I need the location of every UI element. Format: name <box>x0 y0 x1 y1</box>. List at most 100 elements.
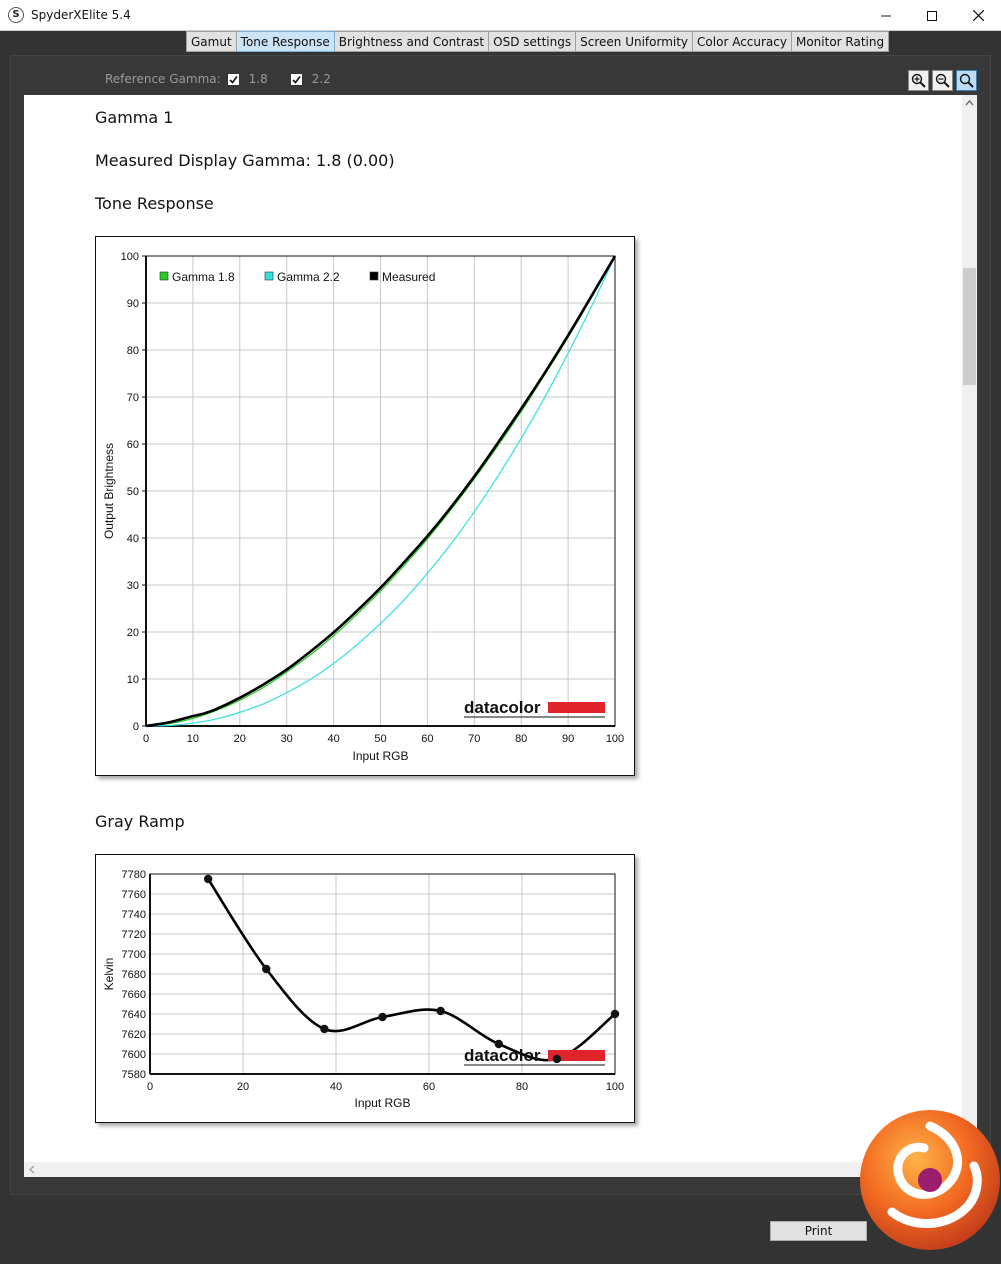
x-tick-label: 0 <box>143 733 149 745</box>
y-tick-label: 7720 <box>122 929 146 941</box>
x-tick-label: 10 <box>187 733 199 745</box>
window-title: SpyderXElite 5.4 <box>31 8 131 22</box>
vertical-scrollbar[interactable] <box>962 95 977 1162</box>
y-tick-label: 50 <box>127 486 139 498</box>
watermark-logo-icon <box>860 1110 1000 1250</box>
legend-label: Gamma 1.8 <box>172 270 235 284</box>
y-tick-label: 80 <box>127 345 139 357</box>
y-tick-label: 100 <box>121 251 139 263</box>
gray-ramp-chart: 0 20 40 60 80 100 7580 7600 7620 7640 7660 7680 7700… <box>95 854 635 1123</box>
y-tick-label: 7680 <box>122 969 146 981</box>
x-axis-label: Input RGB <box>352 749 408 763</box>
gamma-1-8-label: 1.8 <box>248 72 268 86</box>
scroll-up-icon <box>965 100 974 106</box>
measured-gamma-text: Measured Display Gamma: 1.8 (0.00) <box>95 151 395 170</box>
x-tick-label: 90 <box>562 733 574 745</box>
y-tick-label: 90 <box>127 298 139 310</box>
tone-response-chart-svg: 0 10 20 30 40 50 60 70 80 90 100 0 10 20 30 40 50 60 70 80 9… <box>102 251 624 763</box>
y-axis-label: Kelvin <box>102 958 116 991</box>
y-tick-label: 7700 <box>122 949 146 961</box>
minimize-icon <box>881 15 891 16</box>
legend-swatch <box>159 271 169 281</box>
maximize-button[interactable] <box>909 0 955 31</box>
tab-color-accuracy[interactable]: Color Accuracy <box>693 31 792 52</box>
x-tick-label: 100 <box>606 1081 624 1093</box>
report-viewport: Gamma 1 Measured Display Gamma: 1.8 (0.0… <box>24 95 962 1162</box>
series-line-measured <box>145 255 617 728</box>
checkmark-icon <box>292 75 301 84</box>
gamma-2-2-checkbox[interactable] <box>289 72 303 86</box>
y-tick-label: 7580 <box>122 1069 146 1081</box>
checkmark-icon <box>229 75 238 84</box>
datacolor-logo-text: datacolor <box>464 698 541 717</box>
datacolor-logo-bar <box>548 1050 605 1061</box>
x-tick-label: 50 <box>374 733 386 745</box>
gray-ramp-chart-svg: 0 20 40 60 80 100 7580 7600 7620 7640 7660 7680 7700… <box>102 869 624 1110</box>
tab-brightness-contrast[interactable]: Brightness and Contrast <box>334 31 490 52</box>
y-tick-label: 7760 <box>122 889 146 901</box>
print-button[interactable]: Print <box>770 1221 867 1241</box>
y-tick-label: 30 <box>127 580 139 592</box>
y-tick-label: 7660 <box>122 989 146 1001</box>
data-point <box>436 1006 445 1016</box>
gamma-2-2-label: 2.2 <box>311 72 331 86</box>
close-button[interactable] <box>955 0 1001 31</box>
x-tick-label: 60 <box>423 1081 435 1093</box>
tab-osd-settings[interactable]: OSD settings <box>489 31 577 52</box>
data-point <box>610 1009 620 1019</box>
datacolor-logo-text: datacolor <box>464 1046 541 1065</box>
horizontal-scrollbar[interactable] <box>24 1162 977 1177</box>
tab-gamut[interactable]: Gamut <box>186 31 237 52</box>
reference-gamma-label: Reference Gamma: <box>105 72 221 86</box>
y-tick-label: 7640 <box>122 1009 146 1021</box>
tab-monitor-rating[interactable]: Monitor Rating <box>791 31 890 52</box>
legend-label: Gamma 2.2 <box>277 270 340 284</box>
y-tick-label: 70 <box>127 392 139 404</box>
tone-response-title: Tone Response <box>95 194 214 213</box>
series-line-gamma-2-2 <box>145 255 616 727</box>
zoom-fit-button[interactable] <box>956 70 977 91</box>
close-icon <box>972 10 984 21</box>
zoom-in-icon <box>911 73 926 88</box>
y-tick-label: 40 <box>127 533 139 545</box>
gamma-1-8-checkbox[interactable] <box>226 72 240 86</box>
maximize-icon <box>927 10 937 21</box>
x-tick-label: 30 <box>281 733 293 745</box>
tab-strip: Gamut Tone Response Brightness and Contr… <box>186 31 890 52</box>
tab-screen-uniformity[interactable]: Screen Uniformity <box>576 31 694 52</box>
vertical-scroll-thumb[interactable] <box>963 268 976 385</box>
title-bar: S SpyderXElite 5.4 <box>0 0 1001 31</box>
x-tick-label: 80 <box>516 1081 528 1093</box>
data-point <box>494 1039 503 1049</box>
data-point <box>320 1024 329 1034</box>
x-tick-label: 20 <box>237 1081 249 1093</box>
zoom-fit-icon <box>959 73 974 88</box>
app-icon: S <box>8 7 24 23</box>
data-point <box>378 1012 387 1022</box>
y-axis-label: Output Brightness <box>102 443 116 539</box>
data-point <box>552 1054 562 1064</box>
x-tick-label: 0 <box>147 1081 153 1093</box>
y-tick-label: 7600 <box>122 1049 146 1061</box>
tab-tone-response[interactable]: Tone Response <box>236 31 335 52</box>
y-tick-label: 20 <box>127 627 139 639</box>
legend-swatch <box>264 271 274 281</box>
x-tick-label: 40 <box>330 1081 342 1093</box>
y-tick-label: 0 <box>133 721 139 733</box>
minimize-button[interactable] <box>863 0 909 31</box>
x-tick-label: 20 <box>234 733 246 745</box>
x-tick-label: 60 <box>421 733 433 745</box>
zoom-in-button[interactable] <box>908 70 929 91</box>
y-tick-label: 10 <box>127 674 139 686</box>
x-tick-label: 100 <box>606 733 624 745</box>
zoom-controls <box>908 70 977 91</box>
reference-gamma-bar: Reference Gamma: 1.8 2.2 <box>105 70 331 88</box>
zoom-out-button[interactable] <box>932 70 953 91</box>
x-tick-label: 70 <box>468 733 480 745</box>
legend-label: Measured <box>382 270 435 284</box>
gray-ramp-title: Gray Ramp <box>95 812 185 831</box>
y-tick-label: 7780 <box>122 869 146 881</box>
y-tick-label: 7620 <box>122 1029 146 1041</box>
x-tick-label: 80 <box>515 733 527 745</box>
x-tick-label: 40 <box>327 733 339 745</box>
